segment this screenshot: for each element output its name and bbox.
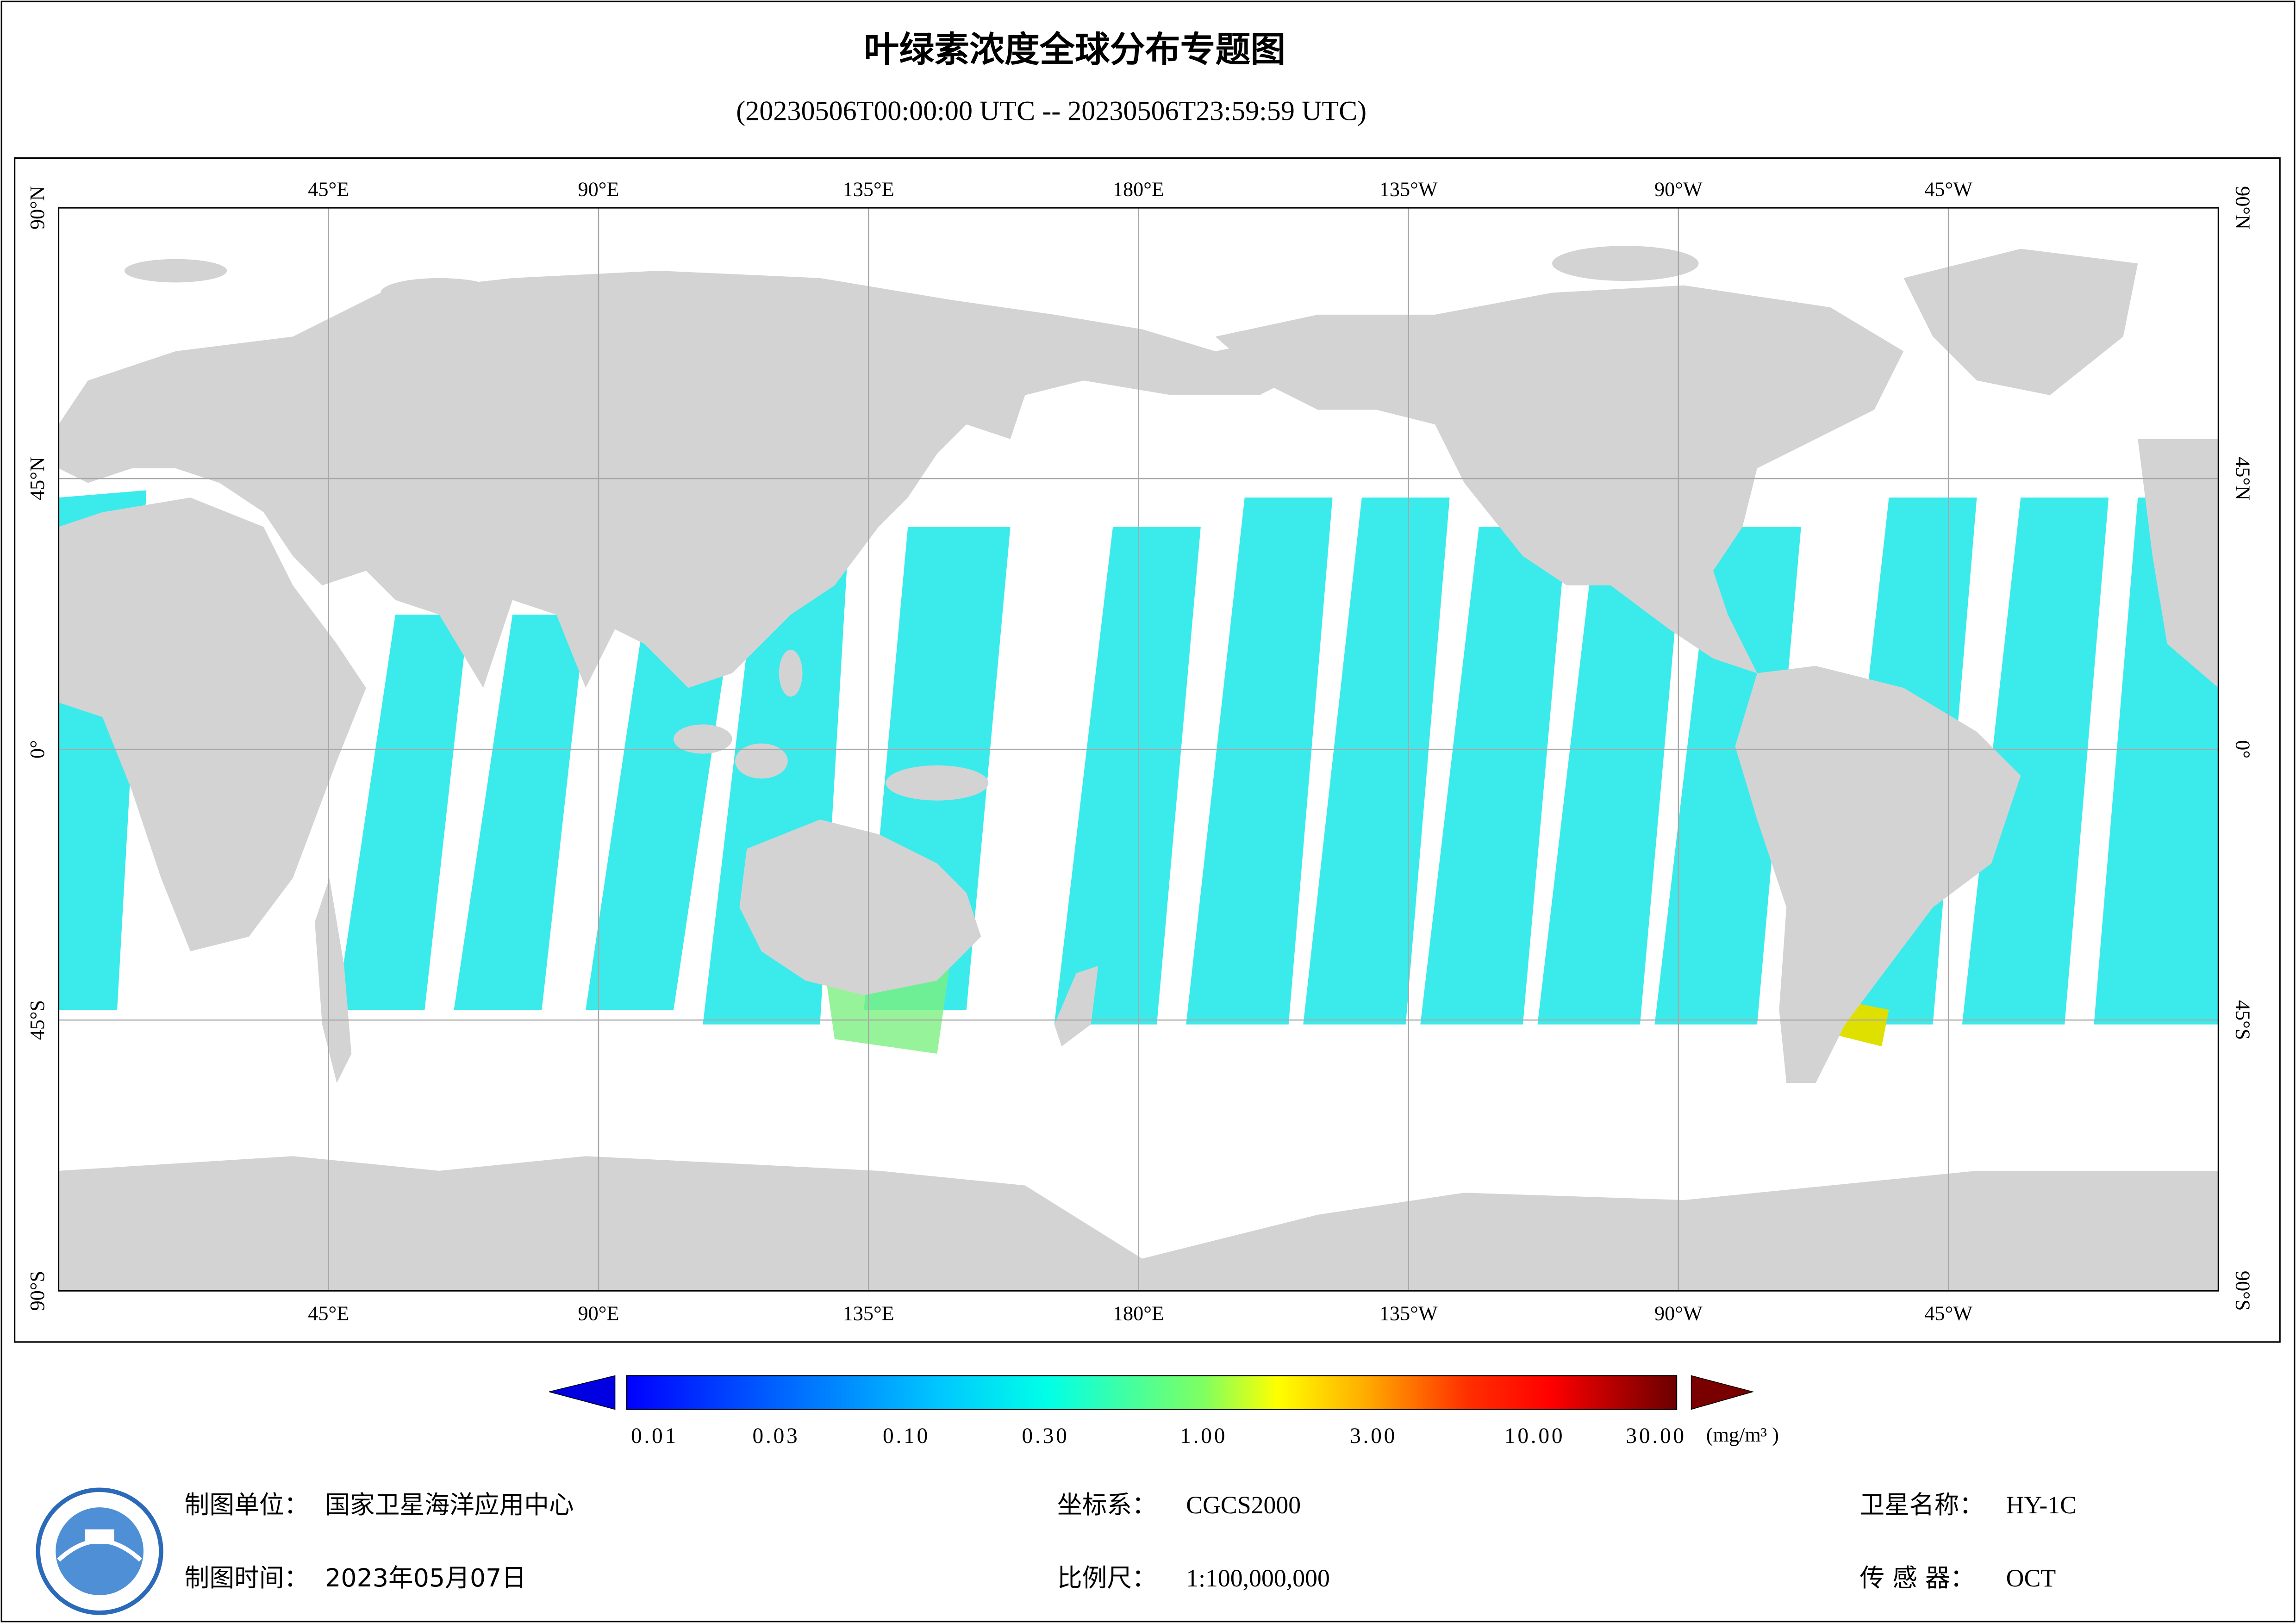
footer-label: 制图单位： bbox=[185, 1490, 309, 1519]
lat-label-right: 45°S bbox=[2231, 1000, 2254, 1040]
footer-value: 1:100,000,000 bbox=[1186, 1564, 1330, 1592]
graticule-labels: 45°E 45°E 90°E 90°E 135°E 135°E 180°E 180°E 135°… bbox=[26, 178, 2254, 1325]
footer-value: CGCS2000 bbox=[1186, 1491, 1301, 1519]
footer-value: OCT bbox=[2006, 1564, 2056, 1592]
lon-label-top: 45°W bbox=[1924, 178, 1972, 201]
footer-value: HY-1C bbox=[2006, 1491, 2077, 1519]
colorbar-tick-label: 1.00 bbox=[1180, 1424, 1227, 1448]
colorbar-ticks: 0.01 0.03 0.10 0.30 1.00 3.00 10.00 30.00 bbox=[631, 1424, 1686, 1448]
lat-label-right: 90°S bbox=[2231, 1271, 2254, 1311]
lat-label-left: 90°N bbox=[26, 186, 49, 230]
graticule bbox=[58, 208, 2219, 1291]
colorbar-high-arrow bbox=[1691, 1375, 1754, 1410]
lon-label-bottom: 135°W bbox=[1379, 1302, 1438, 1325]
lon-label-bottom: 90°W bbox=[1654, 1302, 1703, 1325]
footer-label: 坐标系： bbox=[1057, 1490, 1157, 1519]
lon-label-bottom: 45°W bbox=[1924, 1302, 1972, 1325]
footer-label: 制图时间： bbox=[185, 1563, 309, 1592]
lon-label-top: 90°W bbox=[1654, 178, 1703, 201]
subtitle: (20230506T00:00:00 UTC -- 20230506T23:59… bbox=[736, 95, 1366, 126]
lat-label-left: 0° bbox=[26, 740, 49, 759]
lat-label-left: 45°S bbox=[26, 1000, 49, 1040]
footer-value: 国家卫星海洋应用中心 bbox=[325, 1490, 574, 1519]
lon-label-top: 135°W bbox=[1379, 178, 1438, 201]
colorbar-unit: (mg/m³ ) bbox=[1706, 1424, 1779, 1446]
footer-label: 比例尺： bbox=[1057, 1563, 1157, 1592]
lon-label-top: 90°E bbox=[578, 178, 619, 201]
lon-label-top: 45°E bbox=[308, 178, 349, 201]
colorbar-tick-label: 10.00 bbox=[1504, 1424, 1565, 1448]
lon-label-top: 135°E bbox=[843, 178, 894, 201]
map bbox=[58, 208, 2219, 1291]
lon-label-bottom: 135°E bbox=[843, 1302, 894, 1325]
lat-label-right: 0° bbox=[2231, 740, 2254, 759]
logo bbox=[36, 1487, 163, 1615]
colorbar-low-arrow bbox=[549, 1375, 616, 1410]
colorbar-tick-label: 3.00 bbox=[1350, 1424, 1397, 1448]
footer-label: 卫星名称： bbox=[1859, 1490, 1984, 1519]
colorbar-tick-label: 0.01 bbox=[631, 1424, 678, 1448]
lon-label-bottom: 180°E bbox=[1113, 1302, 1164, 1325]
footer-label: 传 感 器： bbox=[1859, 1563, 1975, 1592]
lon-label-bottom: 90°E bbox=[578, 1302, 619, 1325]
lat-label-right: 90°N bbox=[2231, 186, 2254, 230]
title: 叶绿素浓度全球分布专题图 bbox=[864, 29, 1285, 70]
lat-label-right: 45°N bbox=[2231, 457, 2254, 500]
footer: 制图单位： 国家卫星海洋应用中心 坐标系： CGCS2000 卫星名称： HY-… bbox=[185, 1490, 2077, 1592]
colorbar-tick-label: 0.30 bbox=[1022, 1424, 1069, 1448]
colorbar bbox=[626, 1375, 1678, 1410]
lon-label-top: 180°E bbox=[1113, 178, 1164, 201]
colorbar-tick-label: 30.00 bbox=[1626, 1424, 1686, 1448]
colorbar-tick-label: 0.10 bbox=[883, 1424, 930, 1448]
lat-label-left: 45°N bbox=[26, 457, 49, 500]
footer-value: 2023年05月07日 bbox=[325, 1563, 526, 1592]
map-inner-border bbox=[57, 207, 2219, 1292]
colorbar-tick-label: 0.03 bbox=[753, 1424, 800, 1448]
lat-label-left: 90°S bbox=[26, 1271, 49, 1311]
lon-label-bottom: 45°E bbox=[308, 1302, 349, 1325]
